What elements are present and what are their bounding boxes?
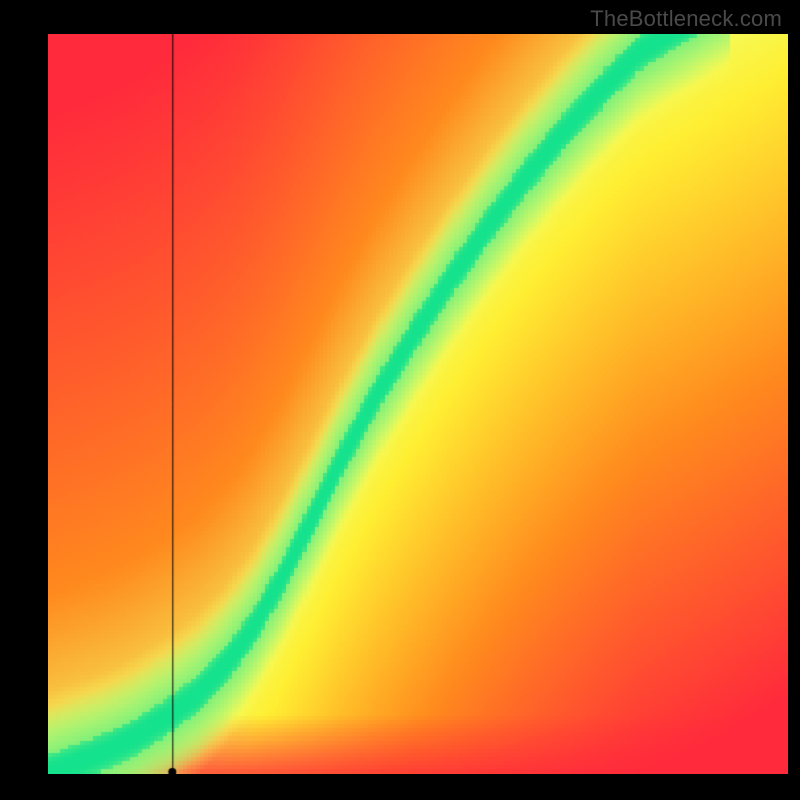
- watermark-text: TheBottleneck.com: [590, 6, 782, 32]
- bottleneck-heatmap: [48, 34, 788, 774]
